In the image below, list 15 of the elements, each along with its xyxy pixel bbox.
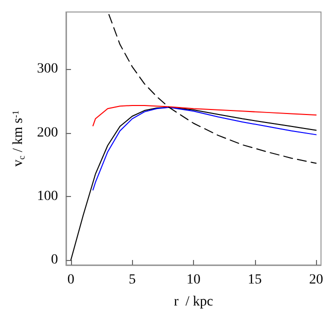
line-series	[92, 104, 317, 126]
x-tick-label: 15	[248, 272, 262, 288]
y-tick-label: 100	[37, 188, 58, 204]
line-series	[92, 106, 317, 190]
line-series	[70, 106, 317, 260]
x-tick-label: 10	[186, 272, 200, 288]
y-tick-label: 300	[37, 62, 58, 77]
y-axis-title: vc / km s-1	[10, 110, 26, 167]
x-tick-label: 5	[128, 272, 136, 288]
y-tick-label: 200	[37, 125, 58, 140]
y-tick-label: 0	[51, 252, 58, 268]
line-series	[108, 14, 317, 164]
x-tick-label: 0	[67, 272, 74, 288]
x-axis-title: r / kpc	[174, 294, 214, 310]
x-tick-label: 20	[309, 272, 324, 288]
